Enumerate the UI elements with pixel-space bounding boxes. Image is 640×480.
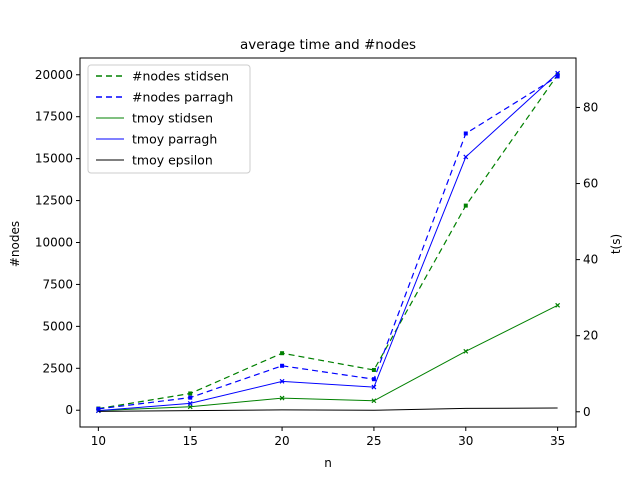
x-tick-label: 30 — [458, 434, 473, 448]
series-1-point — [96, 406, 101, 411]
legend-box — [87, 64, 251, 174]
y-left-tick-label: 17500 — [35, 110, 73, 124]
y-left-tick-label: 12500 — [35, 194, 73, 208]
series-line-2 — [98, 304, 558, 412]
series-1-point — [463, 131, 468, 136]
y-right-tick-label: 80 — [583, 100, 598, 114]
legend-label: #nodes stidsen — [132, 69, 229, 84]
series-1-point — [188, 395, 193, 400]
series-3-point — [555, 70, 561, 76]
y-right-tick-label: 60 — [583, 177, 598, 191]
x-tick-label: 35 — [550, 434, 565, 448]
series-3-point — [95, 408, 101, 414]
y-left-tick-label: 5000 — [42, 319, 73, 333]
legend-label: tmoy stidsen — [132, 111, 213, 126]
series-line-0 — [98, 74, 559, 410]
x-tick-label: 25 — [366, 434, 381, 448]
series-1-point — [555, 74, 560, 79]
y-left-tick-label: 7500 — [42, 277, 73, 291]
legend: #nodes stidsen #nodes parragh tmoy stidsen… — [87, 64, 251, 174]
chart-title: average time and #nodes — [240, 37, 416, 53]
y-left-tick-label: 0 — [65, 403, 73, 417]
series-line-3 — [98, 72, 558, 412]
y-axis-right-label: t(s) — [609, 234, 623, 254]
series-0-point — [371, 367, 376, 372]
x-axis-label: n — [324, 456, 332, 470]
legend-label: #nodes parragh — [132, 90, 233, 105]
y-right-tick-label: 0 — [583, 405, 591, 419]
series-0-point — [280, 351, 285, 356]
series-3-point — [279, 378, 285, 384]
y-left-tick-label: 15000 — [35, 152, 73, 166]
y-left-tick-label: 20000 — [35, 68, 73, 82]
series-2-point — [555, 302, 561, 308]
y-axis-left-label: #nodes — [8, 221, 22, 267]
plot-area: 10 15 20 25 30 35 0 2500 5000 7500 10000 12500 15000… — [35, 57, 598, 448]
series-3-point — [463, 154, 469, 160]
legend-label: tmoy epsilon — [132, 153, 213, 168]
series-2-point — [463, 348, 469, 354]
series-line-1 — [98, 75, 558, 410]
series-3-point — [187, 400, 193, 406]
y-right-tick-label: 40 — [583, 253, 598, 267]
x-tick-label: 15 — [183, 434, 198, 448]
series-2-point — [279, 395, 285, 401]
y-right-tick-label: 20 — [583, 329, 598, 343]
series-0-point — [463, 203, 468, 208]
legend-label: tmoy parragh — [132, 132, 217, 147]
y-left-tick-label: 2500 — [42, 361, 73, 375]
series-1-point — [371, 377, 376, 382]
series-line-4 — [98, 407, 558, 412]
y-left-tick-label: 10000 — [35, 236, 73, 250]
x-tick-label: 20 — [274, 434, 289, 448]
series-1-point — [280, 363, 285, 368]
series-0-point — [188, 391, 193, 396]
series-2-point — [371, 398, 377, 404]
x-tick-label: 10 — [91, 434, 106, 448]
series-3-point — [371, 384, 377, 390]
